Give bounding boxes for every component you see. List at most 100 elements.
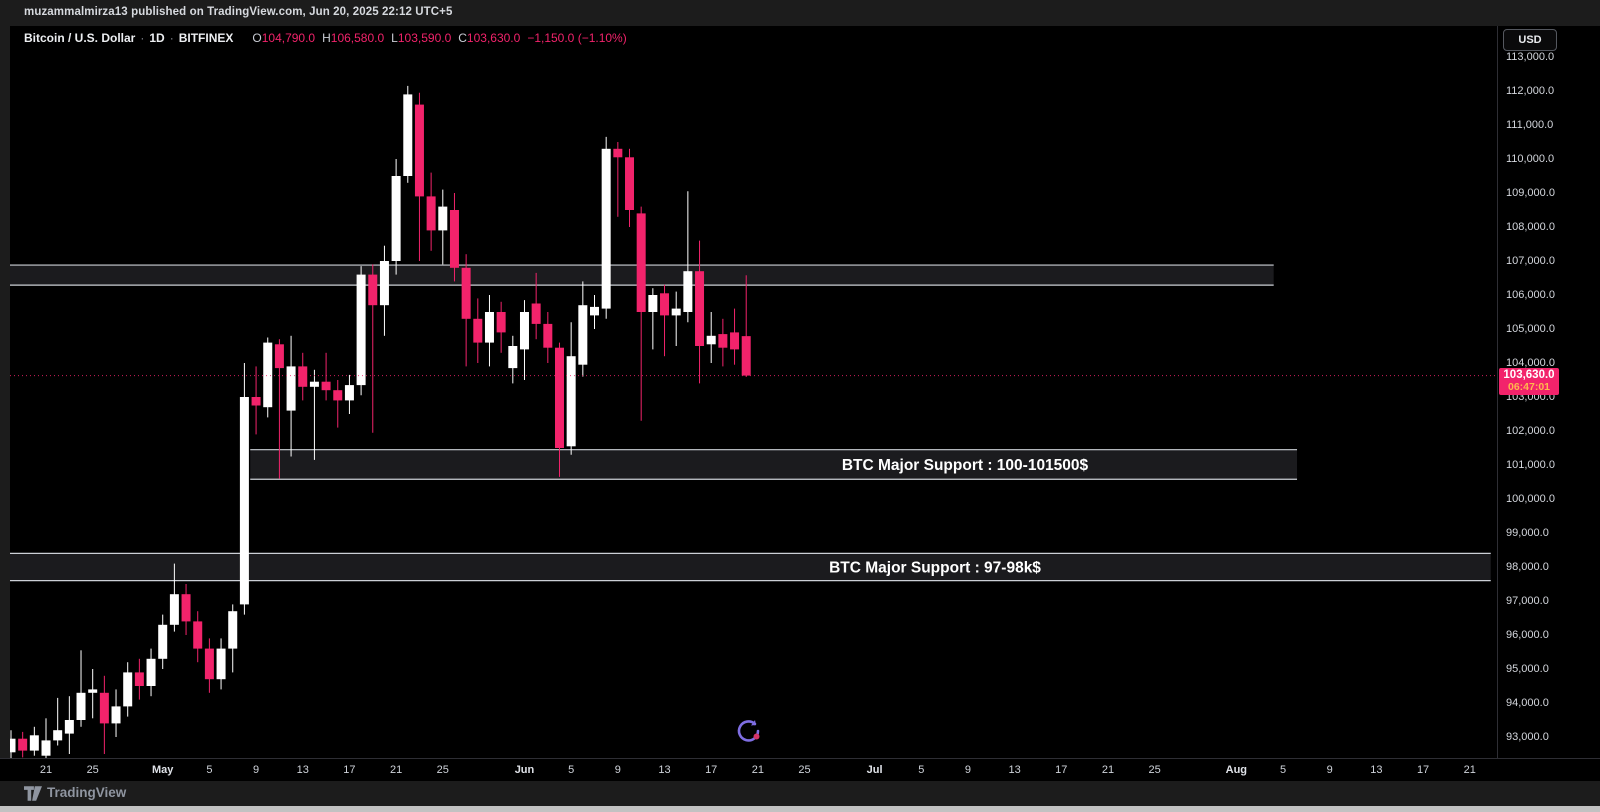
legend-separator: · [140,31,145,45]
price-tick-label: 96,000.0 [1506,629,1549,641]
candle-body-May-11 [274,344,284,369]
time-tick-label-month: May [152,764,174,776]
candle-body-May-28 [473,318,483,343]
support-zone-1[interactable] [250,449,1298,480]
close-value: 103,630.0 [466,31,521,45]
time-tick-label: 21 [751,764,764,776]
time-tick-label: 25 [798,764,811,776]
price-tick-label: 97,000.0 [1506,595,1549,607]
bottom-scrollbar-strip[interactable] [0,806,1600,812]
left-gutter [0,26,10,781]
tradingview-logo-icon[interactable] [24,786,42,801]
candle-body-May-23 [414,104,424,197]
candle-body-Apr-26 [99,692,109,724]
candle-body-May-30 [496,312,506,333]
symbol-name: Bitcoin / U.S. Dollar [24,31,136,45]
symbol-legend[interactable]: Bitcoin / U.S. Dollar · 1D · BITFINEX O104,79… [24,31,627,45]
candle-body-Apr-21 [41,740,51,756]
candle-body-Jun-15 [683,271,693,312]
time-tick-label: 5 [1279,764,1287,776]
candle-body-Jun-2 [531,303,541,324]
price-tick-label: 94,000.0 [1506,697,1549,709]
last-price-tag: 103,630.0 06:47:01 [1499,367,1559,395]
time-tick-label-month: Jul [866,764,883,776]
high-value: 106,580.0 [330,31,385,45]
candle-body-Jun-18 [718,334,728,348]
candle-body-May-12 [286,366,296,411]
candle-body-May-18 [356,274,366,386]
candle-body-May-29 [484,312,494,343]
time-tick-label: 21 [1101,764,1115,776]
attribution-text: muzammalmirza13 published on TradingView… [24,6,453,18]
candle-body-Jun-13 [660,293,670,316]
time-tick-label: 13 [658,764,671,776]
tradingview-wordmark[interactable]: TradingView [47,785,127,800]
low-label: L [391,31,398,45]
candle-body-Apr-20 [29,735,39,751]
candle-body-Jun-9 [613,148,623,158]
time-tick-label-month: Jun [514,764,535,776]
candle-body-Jun-1 [519,312,529,350]
price-tick-label: 101,000.0 [1506,459,1555,471]
time-tick-label: 25 [436,764,449,776]
exchange-label: BITFINEX [178,31,234,45]
candle-body-May-25 [438,206,448,231]
candle-body-Jun-12 [648,295,658,312]
candle-body-May-16 [333,390,343,401]
price-tick-label: 104,000.0 [1506,357,1555,369]
candle-body-Apr-27 [111,706,121,724]
candle-body-May-17 [344,385,354,401]
candle-body-May-7 [228,611,238,649]
candle-body-May-2 [169,594,179,625]
candle-body-May-5 [204,648,214,680]
candlestick-plot: BTC Major Support : 100-101500$ BTC Major… [10,85,1497,758]
time-tick-label: 9 [1326,764,1333,776]
time-tick-label: 13 [1370,764,1383,776]
footer-bar: TradingView [0,781,1600,806]
candle-body-Jun-20 [741,336,751,376]
price-tick-label: 109,000.0 [1506,187,1555,199]
candle-body-Jun-11 [636,213,646,312]
candle-body-May-8 [239,397,249,605]
open-label: O [252,31,262,45]
price-tick-label: 105,000.0 [1506,323,1555,335]
candle-body-Apr-24 [76,692,86,720]
time-tick-label: 5 [206,764,213,776]
candle-body-Jun-10 [625,157,635,210]
candle-body-Jun-16 [695,271,705,346]
candle-body-Jun-17 [706,335,716,345]
currency-toggle-button[interactable]: USD [1503,29,1557,51]
candle-body-May-20 [379,261,389,306]
candle-body-May-14 [309,381,319,387]
candle-body-Jun-8 [601,148,611,309]
low-value: 103,590.0 [397,31,452,45]
time-tick-label-month: Aug [1225,764,1248,776]
candle-body-Jun-7 [590,306,599,316]
price-tick-label: 98,000.0 [1506,561,1549,573]
price-tick-label: 95,000.0 [1506,663,1549,675]
candle-body-Apr-28 [123,672,133,707]
support-zone-2[interactable] [10,553,1491,581]
price-tick-label: 108,000.0 [1506,221,1555,233]
last-price-value: 103,630.0 [1503,368,1555,381]
candle-body-Apr-19 [18,738,28,751]
candle-body-Jun-5 [566,356,576,447]
candle-body-May-1 [158,624,168,659]
price-tick-label: 110,000.0 [1506,153,1555,165]
price-tick-label: 113,000.0 [1506,51,1555,63]
time-tick-label: 9 [253,764,260,776]
candle-body-Jun-3 [543,323,553,348]
ohlc-readout: O104,790.0 H106,580.0 L103,590.0 C103,630.0… [245,31,626,45]
time-axis[interactable]: 21 25 May 5 9 13 17 21 25 Jun 5 9 13 17 21 25 Jul 5 9 13 17 2… [0,758,1600,782]
attribution-bar: muzammalmirza13 published on TradingView… [0,0,1600,26]
candle-body-May-13 [298,366,308,387]
time-tick-label: 9 [964,764,971,776]
tradingview-watermark-icon [737,720,760,742]
close-label: C [458,31,467,45]
change-value: −1,150.0 (−1.10%) [527,31,627,45]
candle-body-May-22 [403,94,413,176]
candle-body-Apr-22 [53,730,63,741]
candle-body-May-15 [321,381,331,391]
candle-body-May-26 [449,210,459,268]
price-tick-label: 112,000.0 [1506,85,1555,97]
